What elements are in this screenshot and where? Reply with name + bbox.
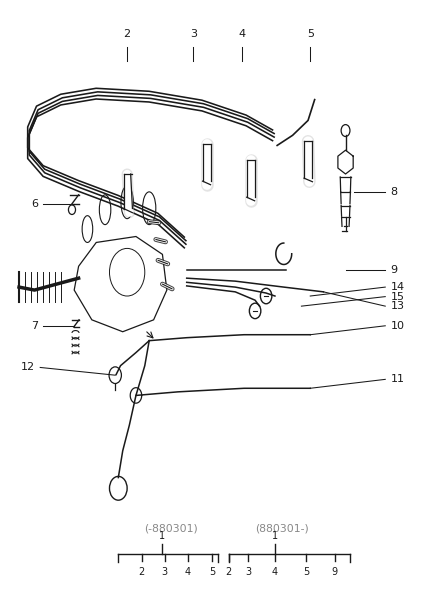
Text: 3: 3 xyxy=(162,567,168,577)
Text: 2: 2 xyxy=(226,567,232,577)
Text: 4: 4 xyxy=(238,29,246,39)
Text: 15: 15 xyxy=(391,292,404,301)
Text: 9: 9 xyxy=(391,266,398,276)
Text: 14: 14 xyxy=(391,282,404,292)
Text: 4: 4 xyxy=(185,567,190,577)
Text: (880301-): (880301-) xyxy=(255,523,309,533)
Text: 13: 13 xyxy=(391,301,404,311)
Text: 2: 2 xyxy=(139,567,145,577)
Text: 10: 10 xyxy=(391,321,404,331)
Text: 5: 5 xyxy=(209,567,215,577)
Text: 5: 5 xyxy=(303,567,309,577)
Text: 6: 6 xyxy=(31,199,38,209)
Text: 11: 11 xyxy=(391,374,404,385)
Text: 3: 3 xyxy=(246,567,252,577)
Text: 5: 5 xyxy=(307,29,314,39)
Text: 8: 8 xyxy=(391,187,398,197)
Text: 9: 9 xyxy=(332,567,337,577)
Text: 7: 7 xyxy=(31,321,38,331)
Text: 12: 12 xyxy=(21,362,35,373)
Text: 1: 1 xyxy=(272,530,278,541)
Text: 2: 2 xyxy=(123,29,131,39)
Text: 1: 1 xyxy=(159,530,166,541)
Text: 4: 4 xyxy=(272,567,278,577)
Text: 3: 3 xyxy=(190,29,197,39)
Text: (-880301): (-880301) xyxy=(144,523,198,533)
